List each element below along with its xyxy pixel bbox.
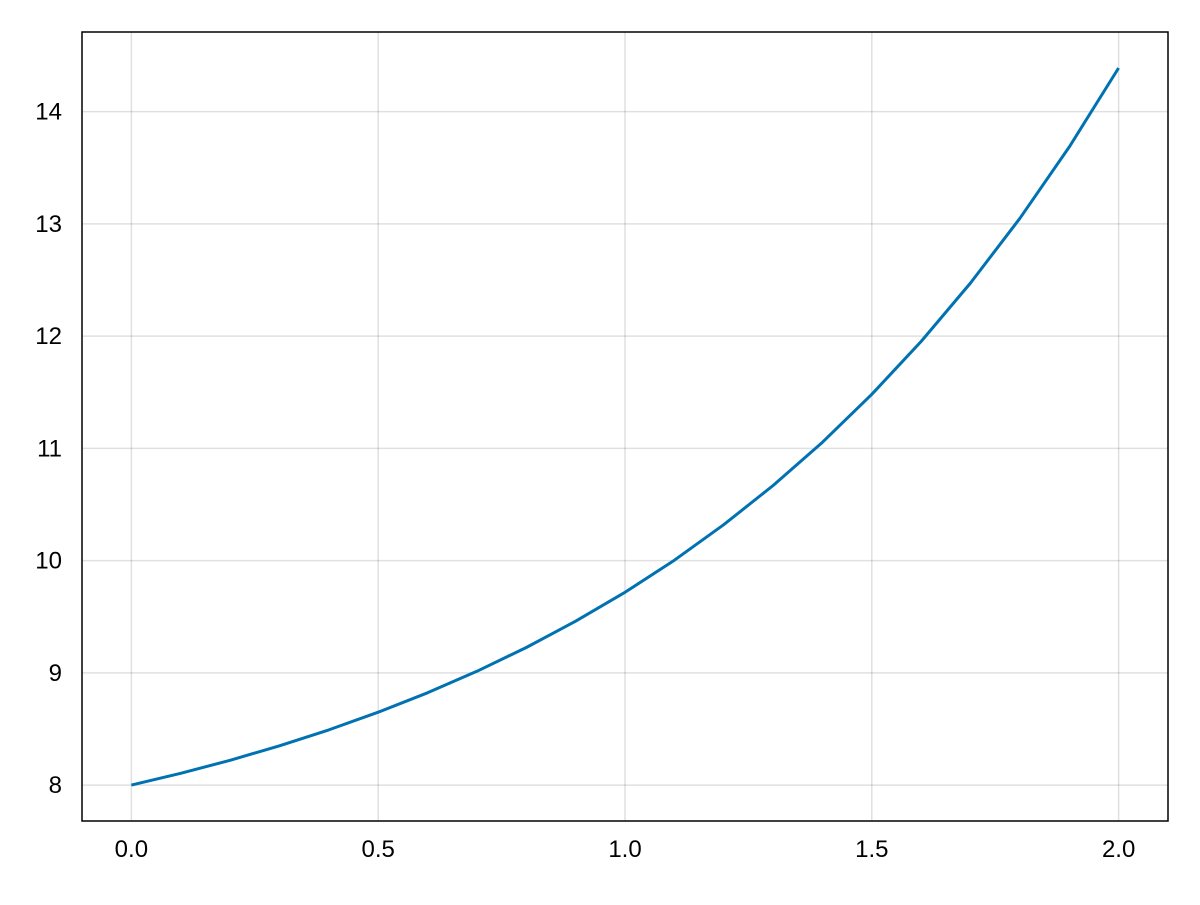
y-tick-label: 11: [37, 435, 62, 462]
plot-frame: [81, 31, 1169, 822]
series-line: [131, 67, 1120, 787]
y-tick-label: 14: [35, 99, 62, 126]
x-tick-label: 1.0: [608, 836, 641, 863]
x-tick-label: 1.5: [855, 836, 888, 863]
y-tick-label: 10: [35, 548, 62, 575]
y-tick-label: 8: [49, 772, 62, 799]
x-axis: 0.0 0.5 1.0 1.5 2.0: [115, 836, 1136, 863]
grid: [82, 32, 1168, 821]
x-tick-label: 2.0: [1102, 836, 1135, 863]
y-axis: 8 9 10 11 12 13 14: [35, 99, 62, 799]
y-tick-label: 9: [49, 660, 62, 687]
x-tick-label: 0.0: [115, 836, 148, 863]
x-tick-label: 0.5: [361, 836, 394, 863]
series-layer: [131, 67, 1120, 787]
y-tick-label: 12: [35, 323, 62, 350]
y-tick-label: 13: [35, 211, 62, 238]
